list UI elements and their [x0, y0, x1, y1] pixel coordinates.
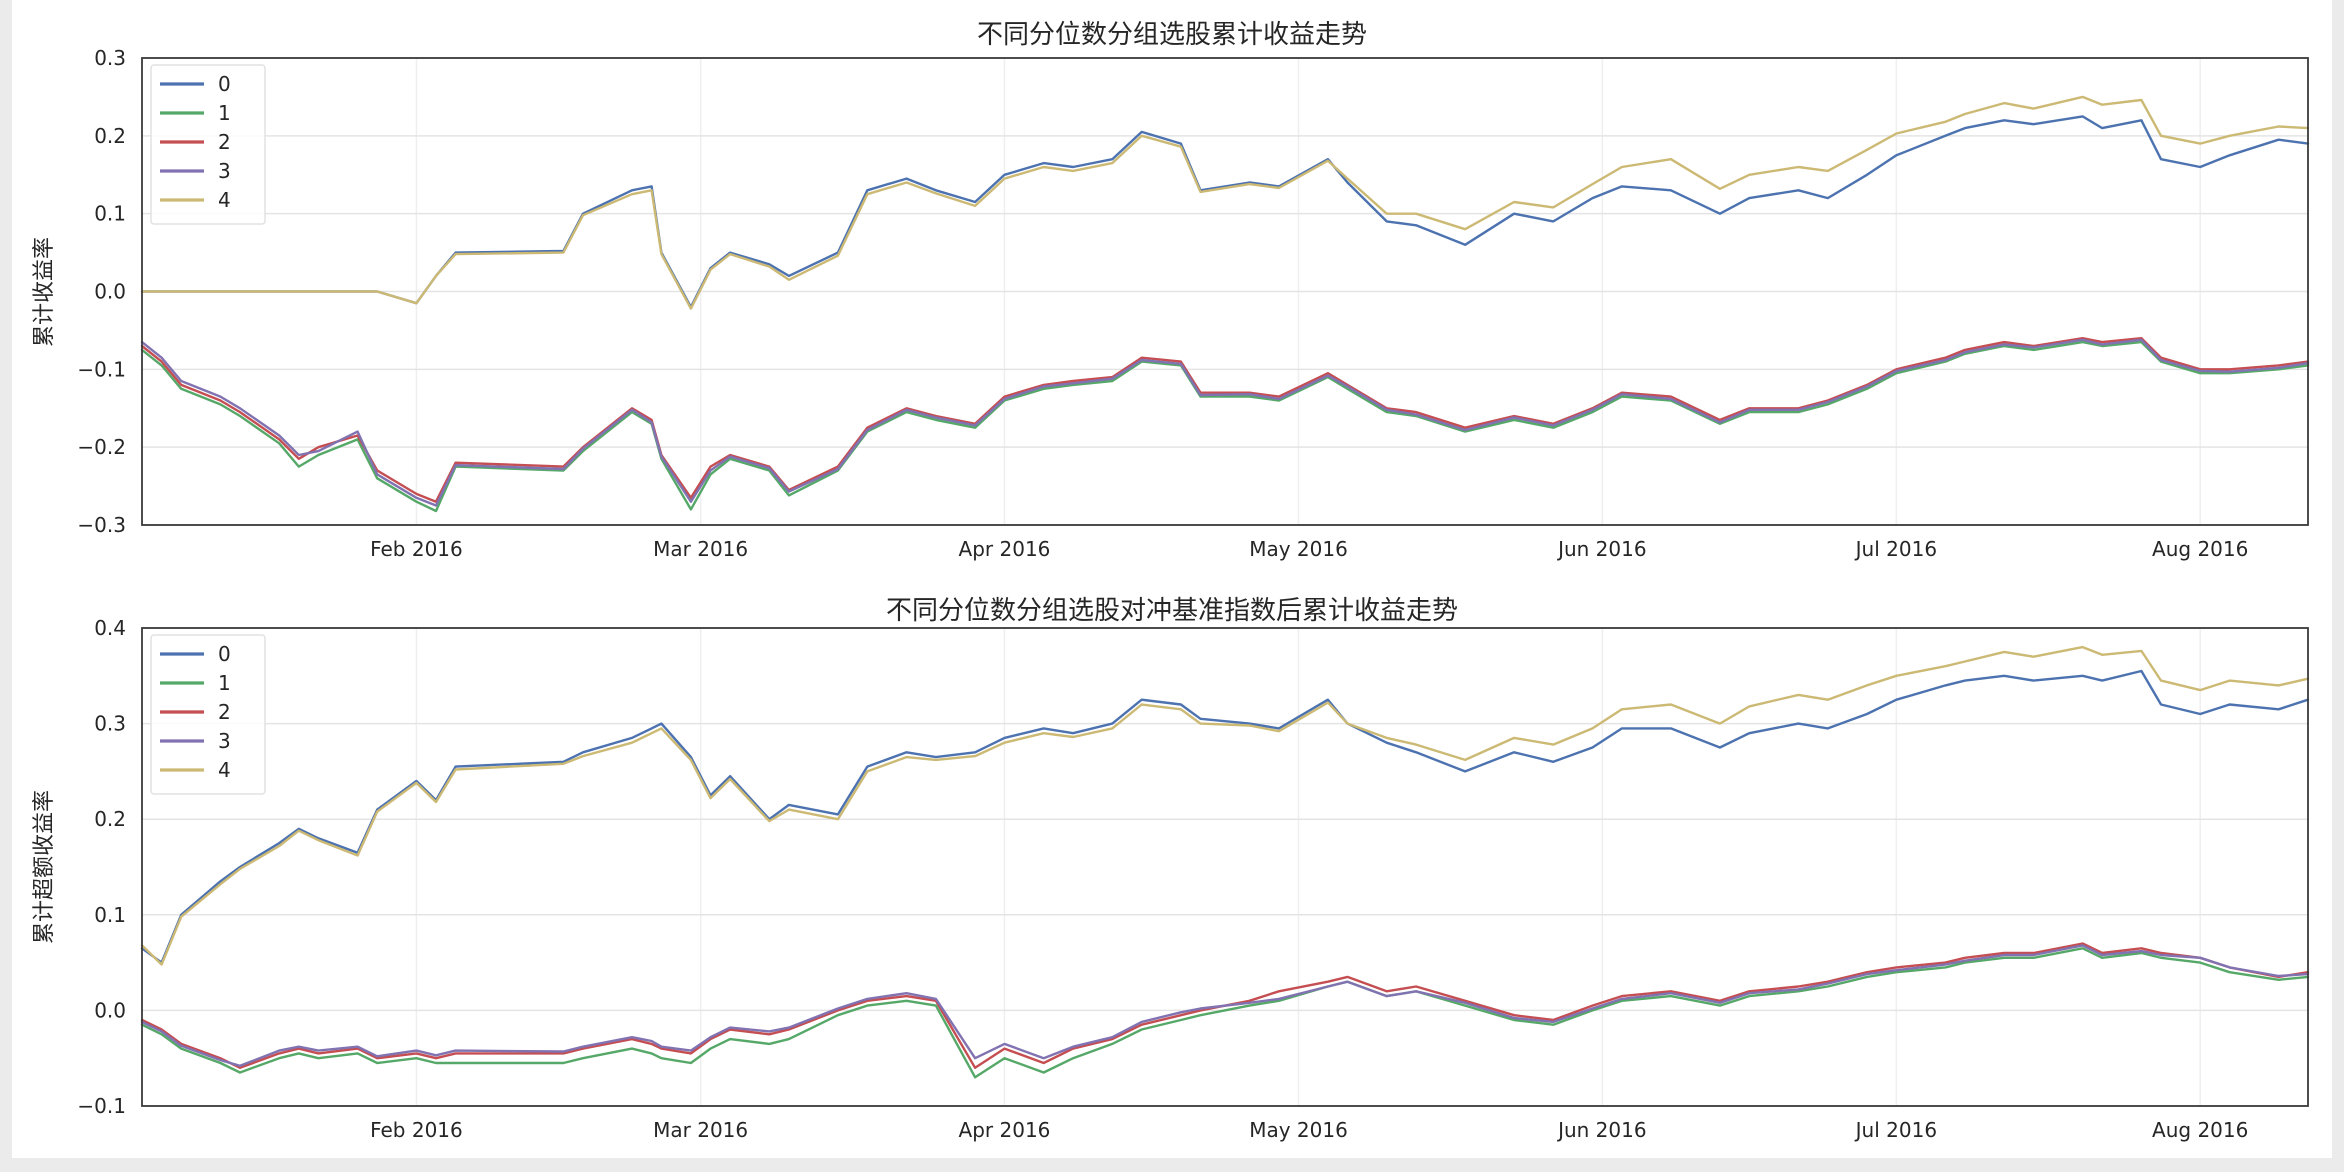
- legend-label: 4: [218, 188, 231, 212]
- series-line-1: [140, 340, 2310, 513]
- plot-background: [142, 628, 2308, 1106]
- legend-label: 4: [218, 758, 231, 782]
- x-tick-label: Aug 2016: [2152, 1118, 2248, 1142]
- chart-excess-return: 不同分位数分组选股对冲基准指数后累计收益走势 累计超额收益率 0.4 0.3 0.2…: [12, 578, 2332, 1158]
- series-line-4: [140, 95, 2310, 310]
- legend-label: 3: [218, 729, 231, 753]
- series-line-0: [140, 669, 2310, 964]
- legend-label: 3: [218, 159, 231, 183]
- y-tick-label: 0.4: [94, 616, 126, 640]
- x-tick-label: Aug 2016: [2152, 537, 2248, 561]
- y-tick-label: 0.1: [94, 202, 126, 226]
- series-line-2: [140, 337, 2310, 503]
- x-tick-label: Feb 2016: [370, 1118, 463, 1142]
- x-tick-label: Jun 2016: [1556, 1118, 1647, 1142]
- x-tick-label: May 2016: [1249, 1118, 1348, 1142]
- y-tick-label: −0.1: [77, 357, 126, 381]
- legend-frame: [150, 64, 266, 225]
- y-tick-label: −0.2: [77, 435, 126, 459]
- x-tick-label: Jul 2016: [1854, 537, 1937, 561]
- plot-area: 0.3 0.2 0.1 0.0 −0.1 −0.2 −0.3 Feb 2016 Mar 2016…: [77, 46, 2310, 561]
- x-tick-label: May 2016: [1249, 537, 1348, 561]
- x-tick-label: Jun 2016: [1556, 537, 1647, 561]
- plot-border: [141, 627, 2309, 1107]
- y-tick-label: 0.2: [94, 124, 126, 148]
- x-tick-label: Mar 2016: [653, 1118, 748, 1142]
- series-line-1: [140, 947, 2310, 1079]
- y-tick-label: −0.3: [77, 513, 126, 537]
- x-tick-label: Mar 2016: [653, 537, 748, 561]
- series-line-2: [140, 942, 2310, 1069]
- legend: 0 1 2 3 4: [150, 64, 266, 225]
- x-tick-label: Apr 2016: [959, 537, 1051, 561]
- legend-label: 1: [218, 101, 231, 125]
- y-tick-label: 0.1: [94, 903, 126, 927]
- chart-title: 不同分位数分组选股对冲基准指数后累计收益走势: [885, 596, 1458, 626]
- x-tick-label: Apr 2016: [959, 1118, 1051, 1142]
- x-tick-label: Feb 2016: [370, 537, 463, 561]
- series-line-3: [140, 338, 2310, 507]
- plot-area: 0.4 0.3 0.2 0.1 0.0 −0.1 Feb 2016 Mar 2016 Apr 2…: [77, 616, 2310, 1142]
- legend-label: 2: [218, 700, 231, 724]
- legend-label: 1: [218, 671, 231, 695]
- series-line-3: [140, 944, 2310, 1067]
- x-tick-label: Jul 2016: [1854, 1118, 1937, 1142]
- plot-border: [141, 57, 2309, 526]
- chart-cumulative-return: 不同分位数分组选股累计收益走势 累计收益率 0.3 0.2 0.1 0.0 −0.1 −0…: [12, 0, 2332, 578]
- legend-frame: [150, 634, 266, 795]
- legend: 0 1 2 3 4: [150, 634, 266, 795]
- legend-label: 2: [218, 130, 231, 154]
- figure: 不同分位数分组选股累计收益走势 累计收益率 0.3 0.2 0.1 0.0 −0.1 −0…: [12, 0, 2332, 1158]
- legend-label: 0: [218, 72, 231, 96]
- series-line-4: [140, 645, 2310, 966]
- y-tick-label: 0.3: [94, 46, 126, 70]
- y-tick-label: 0.0: [94, 280, 126, 304]
- y-tick-label: 0.3: [94, 712, 126, 736]
- y-tick-label: −0.1: [77, 1094, 126, 1118]
- chart-title: 不同分位数分组选股累计收益走势: [976, 20, 1367, 50]
- y-tick-label: 0.0: [94, 998, 126, 1022]
- legend-label: 0: [218, 642, 231, 666]
- y-tick-label: 0.2: [94, 807, 126, 831]
